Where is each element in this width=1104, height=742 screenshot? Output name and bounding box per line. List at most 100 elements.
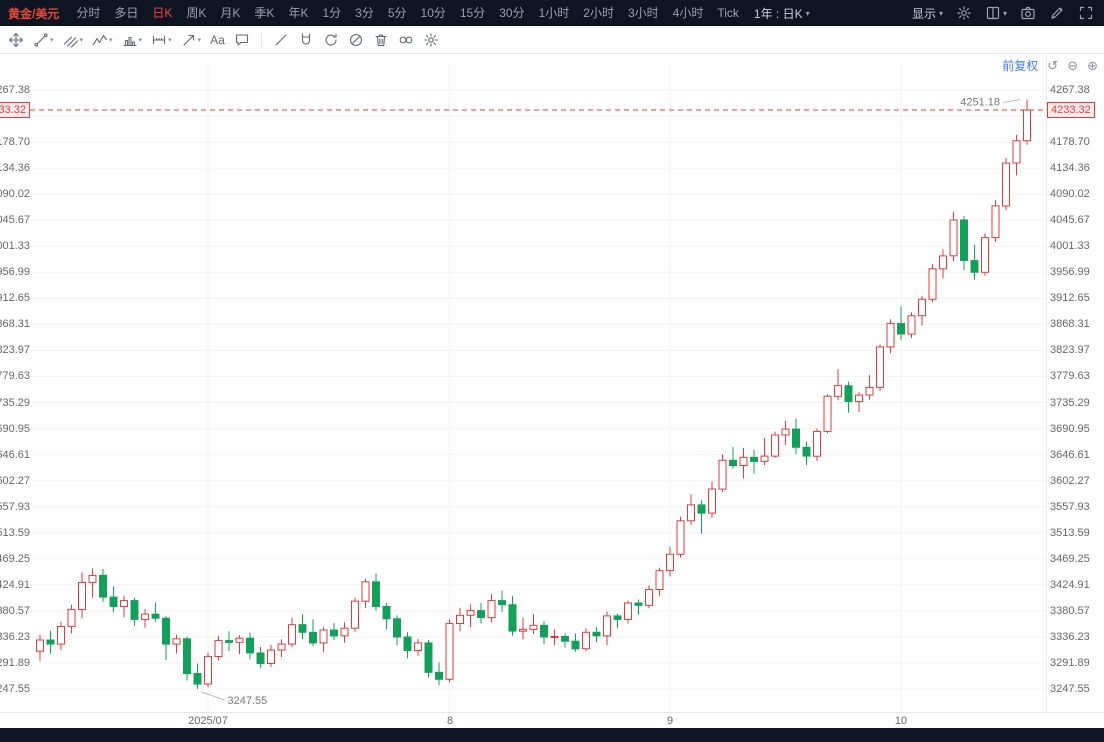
period-tab[interactable]: 年K	[288, 6, 309, 20]
candle	[907, 315, 916, 335]
price-tick-label: 4090.02	[0, 188, 30, 200]
adjustment-toggle[interactable]: 前复权	[1002, 59, 1039, 73]
price-tick-label: 3336.23	[1050, 631, 1090, 643]
move-tool[interactable]	[5, 30, 27, 50]
candle	[1023, 109, 1031, 142]
top-bar: 黄金/美元 分时 多日 日K 周K 月K 季K 年K 1分 3分 5分 10分 15分 30分 1小时 2小…	[0, 0, 1104, 26]
fullscreen-button[interactable]	[1078, 5, 1094, 21]
settings-icon	[957, 6, 971, 20]
candle	[865, 386, 874, 396]
edit-button[interactable]	[1049, 5, 1065, 21]
period-tab[interactable]: 1小时	[538, 6, 570, 20]
wave-tool[interactable]: ▾	[89, 30, 116, 50]
price-tick-label: 3912.65	[0, 292, 30, 304]
candle	[1002, 162, 1010, 207]
candle	[120, 600, 128, 607]
period-tab[interactable]: 季K	[254, 6, 275, 20]
period-tab[interactable]: 5分	[387, 6, 407, 20]
period-tab[interactable]: 多日	[114, 6, 139, 20]
period-tab[interactable]: 月K	[220, 6, 241, 20]
period-tab[interactable]: 3小时	[627, 6, 659, 20]
period-tab[interactable]: 周K	[186, 6, 207, 20]
settings-button[interactable]	[956, 5, 972, 21]
arrow-tool[interactable]: ▾	[178, 30, 205, 50]
period-tab[interactable]: Tick	[717, 6, 739, 20]
text-tool[interactable]: Aa	[207, 31, 228, 49]
continuous-draw-tool[interactable]	[320, 30, 342, 50]
price-axis-left: 4267.38 4178.70 4134.36 4090.02 4045.67 4001.…	[0, 54, 30, 712]
price-tick-label: 4267.38	[0, 84, 30, 96]
price-tick-label: 4267.38	[1050, 84, 1090, 96]
pitchfork-tool	[63, 35, 78, 48]
delete-drawings-tool[interactable]	[370, 30, 392, 50]
layout-button[interactable]: ▾	[985, 5, 1007, 21]
period-tab[interactable]: 30分	[499, 6, 525, 20]
link-drawings-tool[interactable]	[395, 30, 417, 50]
symbol-name[interactable]: 黄金/美元	[8, 6, 60, 21]
candle	[760, 455, 769, 462]
candle	[844, 385, 853, 403]
period-tab[interactable]: 1分	[322, 6, 342, 20]
price-axis-right[interactable]: 4267.38 4178.70 4134.36 4090.02 4045.67 4001.…	[1050, 54, 1104, 712]
candle	[487, 600, 496, 619]
price-tick-label: 3247.55	[1050, 683, 1090, 695]
zoom-in-icon[interactable]: ⊕	[1087, 58, 1098, 73]
period-tabs: 分时 多日 日K 周K 月K 季K 年K 1分 3分 5分 10分 15分 30分 1小时 2小时 3小时 4小…	[69, 0, 746, 26]
candle	[928, 268, 937, 300]
period-tab[interactable]: 10分	[420, 6, 446, 20]
measure-tool[interactable]: ▾	[148, 30, 175, 50]
display-menu[interactable]: 显示 ▾	[912, 5, 943, 22]
measure-tool	[153, 35, 166, 44]
candle	[991, 205, 1000, 239]
trendline-tool[interactable]: ▾	[30, 30, 57, 50]
period-tab[interactable]: 3分	[355, 6, 374, 20]
candle	[592, 631, 601, 637]
price-tick-label: 4001.33	[1050, 240, 1090, 252]
price-tick-label: 4134.36	[0, 162, 30, 174]
magnet-tool[interactable]	[295, 30, 317, 50]
move-tool	[8, 32, 24, 47]
candle	[918, 298, 926, 317]
price-tick-label: 3735.29	[0, 397, 30, 409]
line-tool	[275, 33, 287, 46]
pattern-tool[interactable]: ▾	[119, 30, 146, 50]
drawing-settings-tool[interactable]	[420, 30, 442, 50]
candle	[613, 615, 622, 620]
comment-tool[interactable]	[231, 30, 253, 50]
candle	[855, 394, 863, 403]
period-tab[interactable]: 分时	[76, 6, 101, 20]
candle	[687, 504, 695, 522]
candle	[214, 640, 223, 657]
price-tick-label: 3291.89	[1050, 657, 1090, 669]
price-tick-label: 3956.99	[0, 266, 30, 278]
pitchfork-tool[interactable]: ▾	[60, 30, 87, 50]
delete-drawings-tool	[375, 33, 387, 46]
period-tab[interactable]: 4小时	[672, 6, 704, 20]
camera-button[interactable]	[1020, 5, 1036, 21]
price-tick-label: 4090.02	[1050, 188, 1090, 200]
price-tick-label: 3823.97	[0, 344, 30, 356]
candle	[876, 346, 884, 388]
price-tick-label: 4134.36	[1050, 162, 1090, 174]
price-tick-label: 3646.61	[0, 449, 30, 461]
edit-icon	[1051, 7, 1063, 19]
line-tool[interactable]	[270, 30, 292, 50]
period-tab[interactable]: 15分	[459, 6, 486, 20]
period-tab[interactable]: 日K	[152, 6, 173, 20]
candle	[162, 617, 170, 645]
period-tab[interactable]: 2小时	[583, 6, 614, 20]
candle	[130, 600, 139, 620]
candlestick-chart[interactable]: 4251.18 3247.55	[0, 54, 1104, 712]
candle	[708, 488, 716, 514]
range-selector[interactable]: 1年 : 日K ▾	[746, 5, 818, 22]
candle	[319, 629, 328, 644]
candle	[897, 322, 905, 335]
hide-drawings-tool[interactable]	[345, 30, 367, 50]
price-tick-label: 4178.70	[1050, 136, 1090, 148]
zoom-out-icon[interactable]: ⊖	[1067, 58, 1079, 73]
candle	[582, 631, 590, 650]
candle	[498, 600, 506, 606]
candle	[970, 260, 979, 273]
time-axis[interactable]: 2025/07 8 9 10	[0, 712, 1104, 728]
undo-icon[interactable]: ↺	[1047, 58, 1059, 73]
